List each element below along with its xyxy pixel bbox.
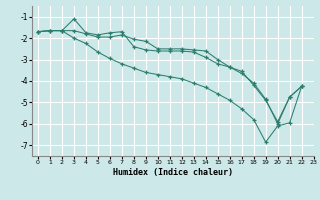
X-axis label: Humidex (Indice chaleur): Humidex (Indice chaleur) (113, 168, 233, 177)
